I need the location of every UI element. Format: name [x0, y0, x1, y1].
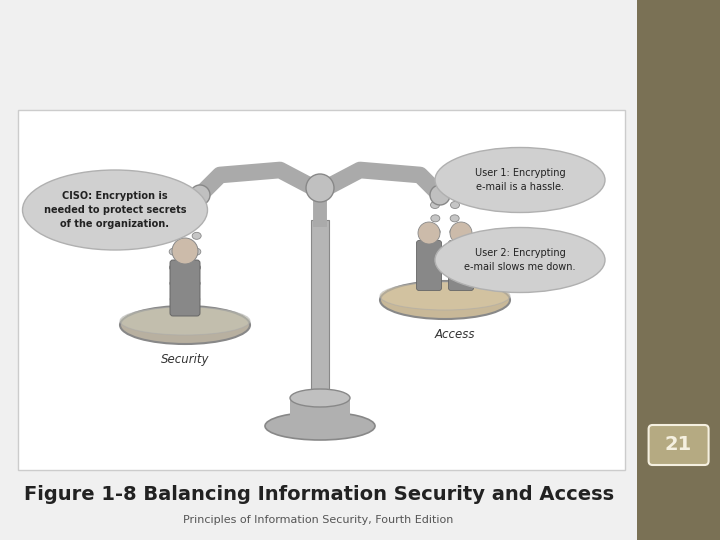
Ellipse shape — [169, 248, 178, 255]
FancyBboxPatch shape — [416, 240, 441, 291]
Ellipse shape — [431, 241, 441, 248]
Ellipse shape — [120, 306, 250, 344]
Ellipse shape — [191, 312, 199, 319]
Text: CISO: Encryption is
needed to protect secrets
of the organization.: CISO: Encryption is needed to protect se… — [44, 191, 186, 229]
Ellipse shape — [169, 264, 179, 271]
Text: Principles of Information Security, Fourth Edition: Principles of Information Security, Four… — [184, 515, 454, 525]
Ellipse shape — [451, 201, 459, 208]
Ellipse shape — [449, 281, 457, 288]
FancyBboxPatch shape — [449, 240, 474, 291]
Ellipse shape — [433, 281, 441, 288]
Circle shape — [172, 238, 198, 264]
Ellipse shape — [450, 215, 459, 222]
Text: User 1: Encrypting
e-mail is a hassle.: User 1: Encrypting e-mail is a hassle. — [474, 168, 565, 192]
FancyBboxPatch shape — [649, 425, 708, 465]
Ellipse shape — [120, 307, 250, 335]
Ellipse shape — [380, 281, 510, 319]
Ellipse shape — [435, 147, 605, 213]
Ellipse shape — [431, 215, 440, 222]
FancyBboxPatch shape — [18, 110, 625, 470]
Ellipse shape — [449, 255, 458, 262]
Ellipse shape — [192, 280, 200, 287]
Ellipse shape — [435, 227, 605, 293]
Ellipse shape — [170, 280, 179, 287]
Circle shape — [190, 185, 210, 205]
Ellipse shape — [290, 389, 350, 407]
Ellipse shape — [192, 232, 201, 239]
Text: Access: Access — [435, 328, 475, 341]
Ellipse shape — [432, 268, 441, 275]
Ellipse shape — [168, 232, 178, 239]
Bar — [311, 220, 329, 395]
Ellipse shape — [192, 248, 201, 255]
Text: Security: Security — [161, 353, 210, 366]
Ellipse shape — [431, 228, 440, 235]
Bar — [290, 398, 350, 426]
Text: Figure 1-8 Balancing Information Security and Access: Figure 1-8 Balancing Information Securit… — [24, 484, 613, 503]
Bar — [0, 0, 637, 540]
Ellipse shape — [432, 255, 441, 262]
Ellipse shape — [22, 170, 207, 250]
Ellipse shape — [171, 312, 179, 319]
Ellipse shape — [170, 296, 179, 302]
Bar — [637, 0, 720, 540]
Ellipse shape — [265, 412, 375, 440]
Circle shape — [306, 174, 334, 202]
Ellipse shape — [431, 201, 439, 208]
Circle shape — [430, 185, 450, 205]
Text: 21: 21 — [665, 435, 692, 455]
Ellipse shape — [449, 241, 459, 248]
Ellipse shape — [191, 296, 200, 302]
Ellipse shape — [449, 268, 458, 275]
Text: User 2: Encrypting
e-mail slows me down.: User 2: Encrypting e-mail slows me down. — [464, 248, 576, 272]
Ellipse shape — [450, 228, 459, 235]
Ellipse shape — [192, 217, 202, 224]
Ellipse shape — [380, 282, 510, 310]
Ellipse shape — [192, 264, 200, 271]
Circle shape — [450, 222, 472, 244]
Circle shape — [418, 222, 440, 244]
Ellipse shape — [168, 217, 178, 224]
FancyBboxPatch shape — [170, 260, 200, 316]
